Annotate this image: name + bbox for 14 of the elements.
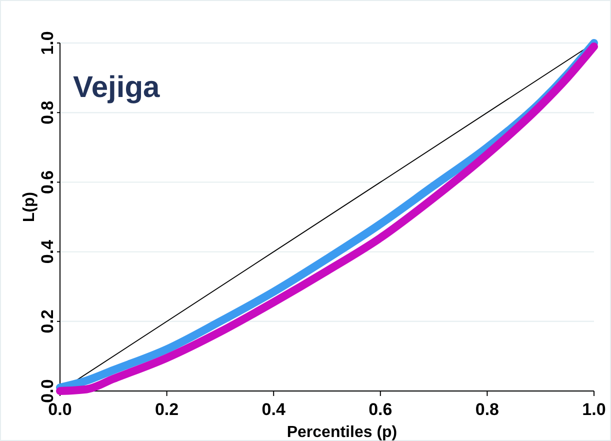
text: Vejiga xyxy=(73,71,160,104)
y-tick-label: 0.4 xyxy=(38,239,57,264)
x-tick-label: 1.0 xyxy=(582,400,606,419)
y-axis-title: L(p) xyxy=(21,192,38,222)
x-tick-label: 0.4 xyxy=(262,400,286,419)
y-tick-label: 0.0 xyxy=(38,379,57,403)
y-tick-label: 0.8 xyxy=(38,100,57,124)
y-tick-label: 0.6 xyxy=(38,170,57,194)
y-tick-label: 1.0 xyxy=(38,31,57,55)
x-tick-label: 0.8 xyxy=(475,400,500,419)
y-tick-label: 0.2 xyxy=(38,310,57,334)
x-tick-label: 0.2 xyxy=(154,400,179,419)
x-tick-label: 0.6 xyxy=(368,400,392,419)
x-axis-title: Percentiles (p) xyxy=(286,424,398,441)
